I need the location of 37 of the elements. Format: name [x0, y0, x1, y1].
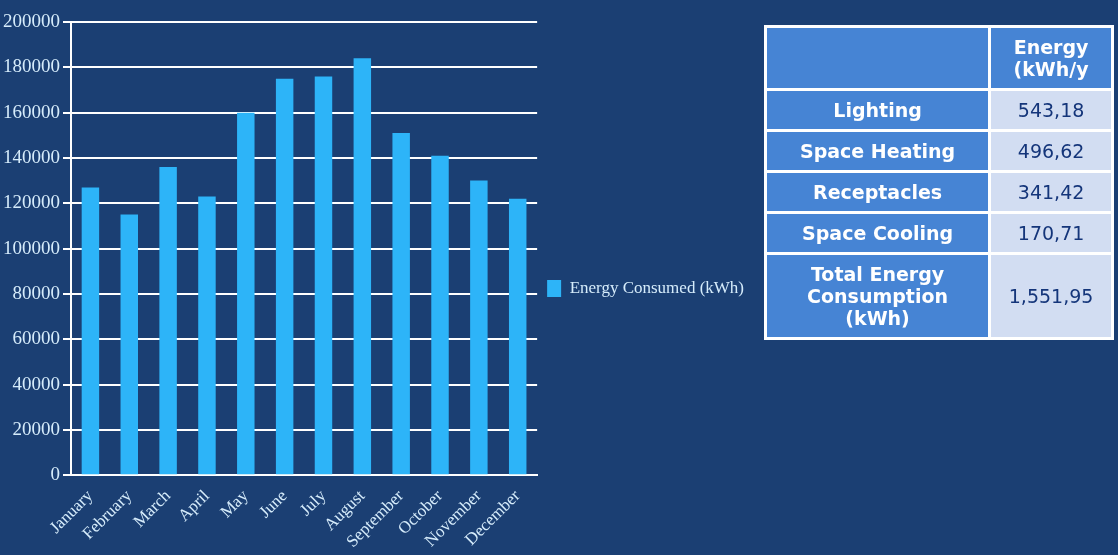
text: 496,62 — [1017, 140, 1085, 162]
bar — [392, 133, 410, 475]
text: 170,71 — [1017, 222, 1085, 244]
category-label: Lighting — [765, 89, 990, 131]
bar — [81, 187, 100, 475]
x-tick-label: June — [255, 485, 291, 522]
y-tick-label: 200000 — [3, 9, 60, 31]
legend-label: Energy Consumed (kWh) — [569, 277, 744, 297]
bar — [159, 167, 177, 475]
y-tick-label: 20000 — [12, 417, 60, 439]
y-tick-label: 100000 — [3, 236, 60, 258]
text: 341,42 — [1017, 181, 1085, 203]
y-tick-label: 180000 — [3, 55, 60, 77]
bar — [275, 78, 294, 475]
y-tick-label: 160000 — [3, 100, 60, 122]
y-tick-label: 140000 — [3, 145, 60, 167]
bar — [314, 76, 333, 475]
y-tick-label: 40000 — [12, 372, 60, 394]
category-label: Total Energy Consumption (kWh) — [765, 253, 990, 339]
text: 1,551,95 — [1008, 285, 1094, 307]
bar — [431, 155, 449, 475]
bar — [353, 58, 372, 475]
category-label: Space Cooling — [765, 212, 990, 254]
y-tick-label: 0 — [50, 463, 60, 485]
bar — [237, 112, 255, 475]
y-tick-label: 60000 — [12, 327, 60, 349]
bar — [198, 196, 216, 475]
category-label: Receptacles — [765, 171, 990, 213]
category-label: Space Heating — [765, 130, 990, 172]
text: Energy (kWh/y — [989, 26, 1113, 90]
bar — [470, 180, 488, 475]
bar — [508, 198, 527, 475]
x-tick-label: May — [216, 485, 253, 522]
y-tick-label: 80000 — [12, 281, 60, 303]
bar — [120, 214, 139, 475]
y-tick-label: 120000 — [3, 191, 60, 213]
text: 543,18 — [1017, 99, 1085, 121]
